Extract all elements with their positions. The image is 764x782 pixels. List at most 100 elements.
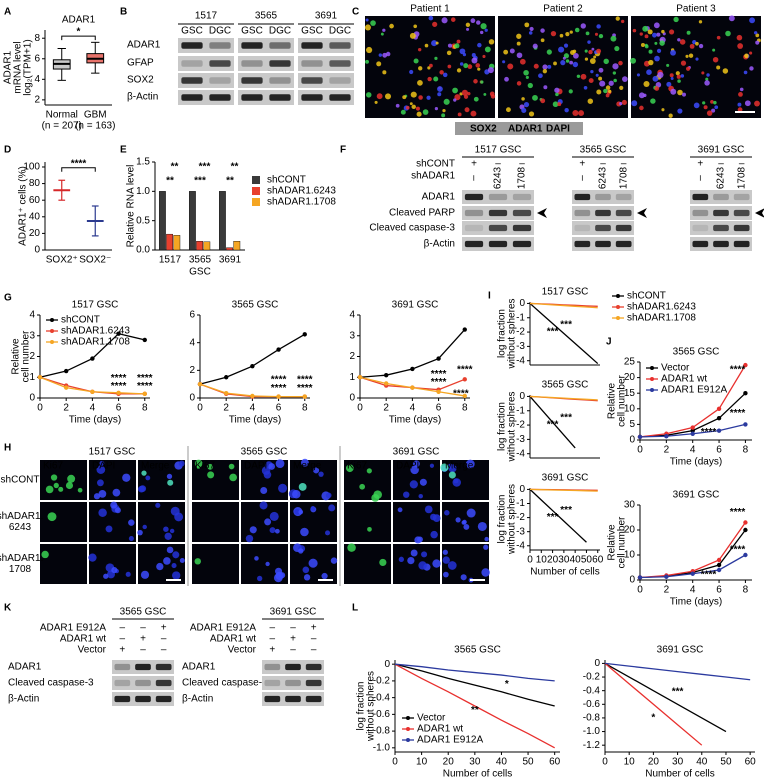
chart-title: 1517 GSC (72, 300, 119, 311)
y-tick-label: 2 (34, 95, 40, 106)
y-tick-label: 0 (34, 245, 40, 256)
blot-header: 1517 (195, 11, 218, 22)
lane-label: 6243 (598, 166, 609, 189)
x-tick-label: 6 (716, 445, 722, 456)
point (690, 431, 695, 436)
cell (704, 80, 710, 86)
cell (450, 17, 456, 22)
y-tick-label: -0.8 (373, 726, 391, 737)
x-tick-label: 60 (592, 555, 604, 566)
point (462, 393, 467, 399)
point (462, 327, 467, 332)
cell (572, 61, 579, 68)
y-tick-label: 80 (29, 178, 41, 189)
blot-band (574, 209, 591, 217)
blot-band (488, 224, 508, 232)
y-tick-label: 40 (29, 211, 41, 222)
lane-label: 1708 (618, 166, 629, 189)
channel-label: Ki67 (347, 461, 367, 472)
cell (471, 57, 478, 64)
cell (434, 107, 438, 111)
blot-band (155, 679, 172, 687)
cell (654, 41, 658, 45)
image-title: Patient 2 (543, 4, 583, 15)
legend-swatch (252, 176, 260, 184)
lane-label: GSC (241, 26, 263, 37)
cell (648, 49, 653, 54)
blot-band (692, 240, 709, 248)
cell (50, 474, 58, 481)
bar (166, 233, 173, 251)
cell (737, 107, 743, 113)
cell (402, 95, 407, 100)
cell (300, 527, 309, 537)
blot-strip (262, 676, 324, 690)
point (664, 434, 669, 439)
cell (417, 47, 422, 52)
blot-band (285, 695, 301, 703)
x-tick-label: 0 (637, 445, 643, 456)
cell (516, 52, 523, 59)
cell (594, 32, 599, 36)
cell (562, 56, 566, 60)
y-tick-label: -2 (516, 512, 525, 523)
channel-label: Merge (141, 461, 170, 472)
cell (669, 29, 675, 35)
x-tick-label: GBM (84, 110, 107, 121)
chart-title: 3565 GSC (673, 347, 720, 358)
blot-band (488, 209, 508, 217)
annotation: * (505, 679, 509, 690)
panel-label: G (4, 293, 12, 304)
x-tick-label: 8 (462, 403, 468, 414)
cell (476, 20, 481, 25)
lane-label: DGC (329, 26, 351, 37)
blot-band (615, 193, 632, 201)
cell (410, 549, 418, 557)
cell (122, 473, 131, 482)
cell (298, 548, 304, 554)
annotation: **** (730, 507, 746, 518)
cell (647, 29, 653, 35)
lane-label: – (739, 159, 745, 170)
cell (483, 92, 487, 96)
cell (418, 95, 423, 100)
condition-label: ADAR1 E912A (190, 623, 256, 634)
cell (519, 58, 526, 65)
annotation: ** (166, 175, 174, 186)
cell (642, 25, 649, 32)
y-axis-label: cell number (21, 330, 32, 382)
point (276, 347, 281, 352)
annotation: *** (560, 505, 572, 516)
cell (172, 571, 181, 580)
cell (254, 556, 259, 561)
cell (302, 566, 310, 574)
cell (755, 33, 760, 38)
lane-label: 1708 (517, 166, 528, 189)
cell (695, 41, 699, 46)
cell (652, 75, 659, 82)
blot-band (464, 240, 484, 248)
lane-label: – (270, 634, 276, 645)
cell (648, 59, 654, 66)
panel-label: D (4, 145, 11, 156)
cell (432, 21, 438, 27)
cell (669, 73, 674, 78)
cell (178, 460, 185, 467)
blot-strip (690, 190, 752, 204)
point (743, 520, 748, 525)
cell (471, 53, 476, 58)
cell (540, 38, 545, 43)
cell (163, 557, 171, 565)
cell (505, 107, 511, 113)
row-label: 1708 (9, 564, 32, 575)
cell (156, 562, 164, 571)
cell (559, 33, 564, 38)
cell (430, 530, 438, 539)
row-label: ADAR1 (422, 192, 456, 203)
cell (453, 98, 457, 102)
blot-band (733, 240, 750, 248)
cell (706, 110, 713, 116)
cell (403, 491, 410, 498)
blot-header: 3565 GSC (120, 607, 167, 618)
y-tick-label: -0.8 (583, 713, 601, 724)
